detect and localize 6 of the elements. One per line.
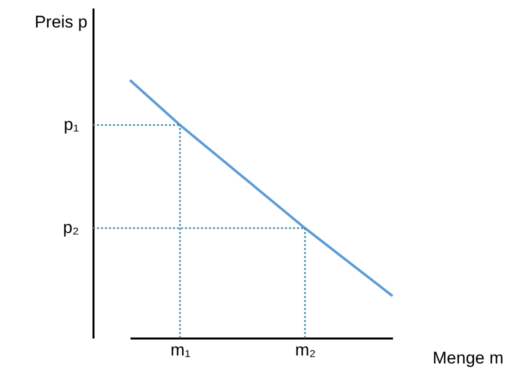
x-tick-label: m₁	[170, 340, 191, 360]
y-axis-title: Preis p	[34, 12, 88, 32]
x-tick-label: m₂	[295, 340, 316, 360]
ref-line-label: p₂	[62, 218, 79, 238]
x-axis-title: Menge m	[432, 348, 504, 368]
ref-line-label: p₁	[64, 115, 80, 134]
